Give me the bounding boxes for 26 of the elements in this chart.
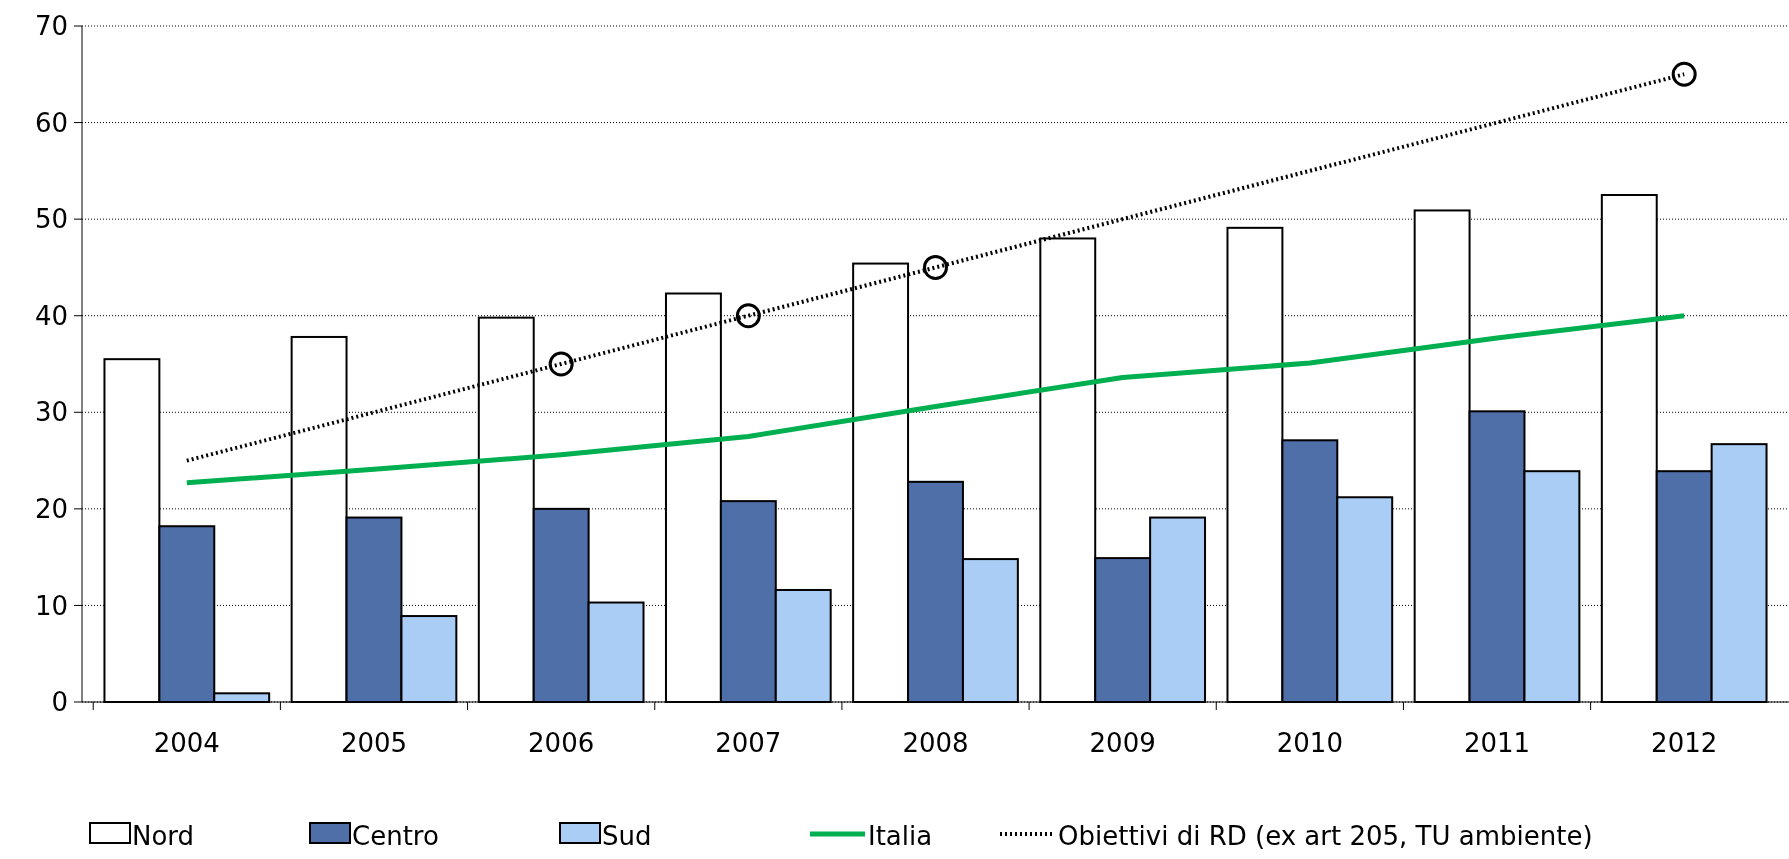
- x-tick-label: 2007: [715, 728, 782, 758]
- y-tick-label: 40: [34, 300, 68, 331]
- y-tick-label: 20: [34, 493, 68, 524]
- x-tick-label: 2009: [1089, 728, 1156, 758]
- x-tick-label: 2006: [528, 728, 595, 758]
- y-tick-label: 50: [34, 204, 68, 235]
- legend-label: Nord: [132, 821, 195, 851]
- y-tick-label: 70: [34, 11, 68, 42]
- legend-label: Obiettivi di RD (ex art 205, TU ambiente): [1058, 821, 1593, 851]
- point: [1671, 61, 1697, 87]
- y-tick-label: 30: [34, 397, 68, 428]
- x-tick-label: 2012: [1651, 728, 1718, 758]
- point: [735, 303, 761, 329]
- x-tick-label: 2008: [902, 728, 969, 758]
- x-tick-label: 2004: [153, 728, 220, 758]
- point: [548, 351, 574, 377]
- legend-label: Sud: [602, 821, 652, 851]
- x-tick-label: 2005: [340, 728, 408, 758]
- y-tick-label: 0: [51, 687, 68, 718]
- x-tick-label: 2011: [1463, 728, 1531, 758]
- x-tick-label: 2010: [1276, 728, 1343, 758]
- y-tick-label: 10: [34, 590, 68, 621]
- y-tick-label: 60: [34, 107, 68, 138]
- point: [923, 254, 948, 280]
- legend-label: Italia: [868, 821, 933, 851]
- legend-label: Centro: [352, 821, 439, 851]
